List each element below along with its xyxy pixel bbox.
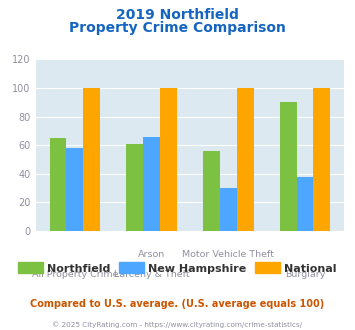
Legend: Northfield, New Hampshire, National: Northfield, New Hampshire, National: [14, 258, 341, 278]
Bar: [160, 88, 177, 231]
Text: Property Crime Comparison: Property Crime Comparison: [69, 21, 286, 35]
Bar: [296, 177, 313, 231]
Text: Larceny & Theft: Larceny & Theft: [114, 270, 189, 279]
Text: Burglary: Burglary: [285, 270, 325, 279]
Bar: [126, 144, 143, 231]
Bar: [203, 151, 220, 231]
Bar: [143, 137, 160, 231]
Text: 2019 Northfield: 2019 Northfield: [116, 8, 239, 22]
Bar: [50, 138, 66, 231]
Text: Motor Vehicle Theft: Motor Vehicle Theft: [182, 250, 274, 259]
Bar: [313, 88, 330, 231]
Text: All Property Crime: All Property Crime: [32, 270, 118, 279]
Bar: [237, 88, 253, 231]
Bar: [280, 102, 296, 231]
Bar: [83, 88, 100, 231]
Bar: [220, 188, 237, 231]
Bar: [66, 148, 83, 231]
Text: Arson: Arson: [138, 250, 165, 259]
Text: © 2025 CityRating.com - https://www.cityrating.com/crime-statistics/: © 2025 CityRating.com - https://www.city…: [53, 322, 302, 328]
Text: Compared to U.S. average. (U.S. average equals 100): Compared to U.S. average. (U.S. average …: [31, 299, 324, 309]
